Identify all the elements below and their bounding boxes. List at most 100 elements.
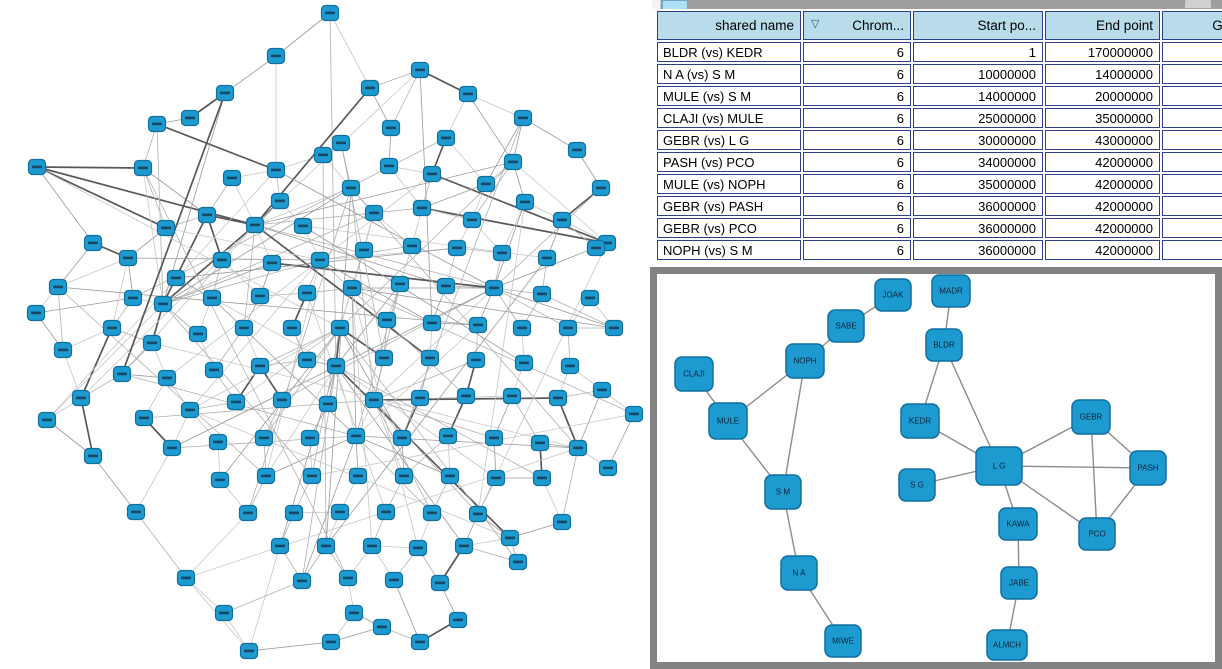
network-node[interactable] bbox=[348, 467, 368, 485]
table-cell[interactable]: 6 bbox=[803, 196, 911, 216]
network-node[interactable] bbox=[83, 234, 103, 252]
network-node[interactable] bbox=[410, 61, 430, 79]
network-node[interactable] bbox=[384, 571, 404, 589]
network-node[interactable] bbox=[270, 192, 290, 210]
table-cell[interactable]: NOPH (vs) S M bbox=[657, 240, 801, 260]
table-cell[interactable]: 42000000 bbox=[1045, 196, 1160, 216]
network-node[interactable] bbox=[500, 529, 520, 547]
node-SABE[interactable]: SABE bbox=[827, 309, 865, 343]
network-node[interactable] bbox=[37, 411, 57, 429]
table-cell[interactable]: 36000000 bbox=[913, 240, 1043, 260]
table-cell[interactable]: CLAJI (vs) MULE bbox=[657, 108, 801, 128]
table-cell[interactable]: 6 bbox=[803, 64, 911, 84]
network-node[interactable] bbox=[254, 429, 274, 447]
network-node[interactable] bbox=[318, 395, 338, 413]
network-node[interactable] bbox=[250, 287, 270, 305]
network-node[interactable] bbox=[162, 439, 182, 457]
network-node[interactable] bbox=[112, 365, 132, 383]
network-node[interactable] bbox=[514, 354, 534, 372]
table-cell[interactable]: 8.4 bbox=[1162, 218, 1222, 238]
network-node[interactable] bbox=[331, 134, 351, 152]
network-node[interactable] bbox=[156, 219, 176, 237]
table-row[interactable]: MULE (vs) NOPH6350000004200000010.5 bbox=[657, 174, 1222, 194]
network-node[interactable] bbox=[48, 278, 68, 296]
network-node[interactable] bbox=[503, 153, 523, 171]
table-cell[interactable]: 42000000 bbox=[1045, 240, 1160, 260]
table-cell[interactable]: 1 bbox=[913, 42, 1043, 62]
network-node[interactable] bbox=[430, 574, 450, 592]
network-node[interactable] bbox=[402, 237, 422, 255]
network-node[interactable] bbox=[408, 539, 428, 557]
network-node[interactable] bbox=[133, 159, 153, 177]
network-node[interactable] bbox=[226, 393, 246, 411]
network-node[interactable] bbox=[316, 537, 336, 555]
table-cell[interactable]: 6 bbox=[803, 174, 911, 194]
network-node[interactable] bbox=[262, 254, 282, 272]
network-node[interactable] bbox=[293, 217, 313, 235]
node-ALMCH[interactable]: ALMCH bbox=[986, 629, 1028, 661]
network-node[interactable] bbox=[440, 467, 460, 485]
table-cell[interactable]: 25000000 bbox=[913, 108, 1043, 128]
network-node[interactable] bbox=[364, 204, 384, 222]
table-cell[interactable]: 6 bbox=[803, 86, 911, 106]
table-cell[interactable]: 16.9 bbox=[1162, 130, 1222, 150]
filter-icon[interactable]: ▽ bbox=[811, 18, 820, 30]
network-node[interactable] bbox=[381, 119, 401, 137]
network-node[interactable] bbox=[341, 179, 361, 197]
network-node[interactable] bbox=[166, 269, 186, 287]
node-KEDR[interactable]: KEDR bbox=[900, 403, 940, 439]
network-node[interactable] bbox=[515, 193, 535, 211]
overview-network-canvas[interactable] bbox=[0, 0, 650, 669]
table-cell[interactable]: 170000000 bbox=[1045, 42, 1160, 62]
table-row[interactable]: MULE (vs) S M614000000200000007.5 bbox=[657, 86, 1222, 106]
network-node[interactable] bbox=[548, 389, 568, 407]
network-node[interactable] bbox=[147, 115, 167, 133]
network-node[interactable] bbox=[234, 319, 254, 337]
network-node[interactable] bbox=[532, 469, 552, 487]
network-node[interactable] bbox=[176, 569, 196, 587]
network-node[interactable] bbox=[436, 129, 456, 147]
network-node[interactable] bbox=[598, 459, 618, 477]
network-node[interactable] bbox=[394, 467, 414, 485]
network-node[interactable] bbox=[126, 503, 146, 521]
network-node[interactable] bbox=[377, 311, 397, 329]
toolbar-tab-active[interactable] bbox=[662, 0, 688, 9]
table-cell[interactable]: 43000000 bbox=[1045, 130, 1160, 150]
table-cell[interactable]: 36000000 bbox=[913, 218, 1043, 238]
table-cell[interactable]: 8.9 bbox=[1162, 196, 1222, 216]
attribute-table[interactable]: shared name ▽ Chrom... Start po... End point… bbox=[655, 9, 1222, 262]
network-node[interactable] bbox=[202, 289, 222, 307]
network-node[interactable] bbox=[560, 357, 580, 375]
network-node[interactable] bbox=[134, 409, 154, 427]
table-cell[interactable]: 34000000 bbox=[913, 152, 1043, 172]
node-S-M[interactable]: S M bbox=[764, 474, 802, 510]
network-node[interactable] bbox=[591, 179, 611, 197]
network-node[interactable] bbox=[297, 284, 317, 302]
network-node[interactable] bbox=[532, 285, 552, 303]
table-cell[interactable]: 35000000 bbox=[1045, 108, 1160, 128]
table-cell[interactable]: GEBR (vs) PASH bbox=[657, 196, 801, 216]
network-node[interactable] bbox=[438, 427, 458, 445]
network-node[interactable] bbox=[448, 611, 468, 629]
network-node[interactable] bbox=[302, 467, 322, 485]
column-header-start-point[interactable]: Start po... bbox=[913, 11, 1043, 40]
network-node[interactable] bbox=[420, 349, 440, 367]
network-node[interactable] bbox=[392, 429, 412, 447]
network-node[interactable] bbox=[422, 504, 442, 522]
network-node[interactable] bbox=[210, 471, 230, 489]
table-cell[interactable]: 42000000 bbox=[1045, 174, 1160, 194]
network-node[interactable] bbox=[313, 146, 333, 164]
table-cell[interactable]: 36000000 bbox=[913, 196, 1043, 216]
node-CLAJI[interactable]: CLAJI bbox=[674, 356, 714, 392]
network-node[interactable] bbox=[410, 389, 430, 407]
table-cell[interactable]: 11.4 bbox=[1162, 152, 1222, 172]
table-cell[interactable]: GEBR (vs) L G bbox=[657, 130, 801, 150]
network-node[interactable] bbox=[552, 211, 572, 229]
network-node[interactable] bbox=[330, 503, 350, 521]
network-node[interactable] bbox=[215, 84, 235, 102]
network-node[interactable] bbox=[123, 289, 143, 307]
network-node[interactable] bbox=[204, 361, 224, 379]
network-node[interactable] bbox=[362, 537, 382, 555]
network-node[interactable] bbox=[468, 316, 488, 334]
network-node[interactable] bbox=[71, 389, 91, 407]
